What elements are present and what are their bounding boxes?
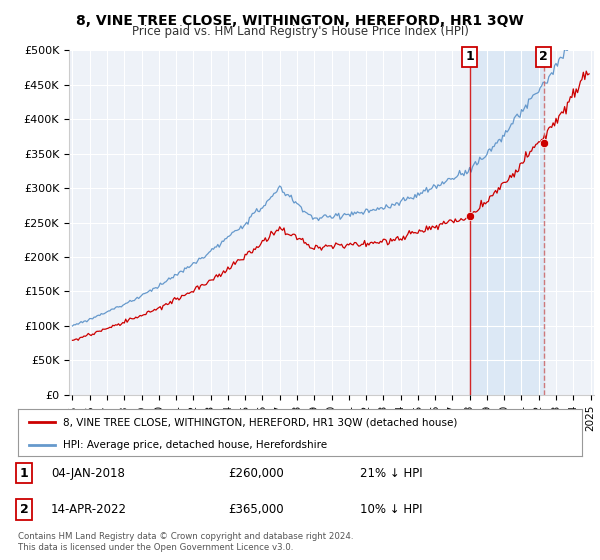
Text: 1: 1 (466, 50, 474, 63)
Text: HPI: Average price, detached house, Herefordshire: HPI: Average price, detached house, Here… (63, 440, 327, 450)
Text: 8, VINE TREE CLOSE, WITHINGTON, HEREFORD, HR1 3QW: 8, VINE TREE CLOSE, WITHINGTON, HEREFORD… (76, 14, 524, 28)
Text: 2: 2 (20, 503, 28, 516)
Text: 8, VINE TREE CLOSE, WITHINGTON, HEREFORD, HR1 3QW (detached house): 8, VINE TREE CLOSE, WITHINGTON, HEREFORD… (63, 417, 457, 427)
Text: 1: 1 (20, 466, 28, 480)
Text: 04-JAN-2018: 04-JAN-2018 (51, 466, 125, 480)
Text: 10% ↓ HPI: 10% ↓ HPI (360, 503, 422, 516)
Text: £365,000: £365,000 (228, 503, 284, 516)
Text: Price paid vs. HM Land Registry's House Price Index (HPI): Price paid vs. HM Land Registry's House … (131, 25, 469, 38)
Text: £260,000: £260,000 (228, 466, 284, 480)
Text: Contains HM Land Registry data © Crown copyright and database right 2024.
This d: Contains HM Land Registry data © Crown c… (18, 532, 353, 552)
Bar (470, 50, 544, 395)
Text: 21% ↓ HPI: 21% ↓ HPI (360, 466, 422, 480)
Text: 2: 2 (539, 50, 548, 63)
Text: 14-APR-2022: 14-APR-2022 (51, 503, 127, 516)
